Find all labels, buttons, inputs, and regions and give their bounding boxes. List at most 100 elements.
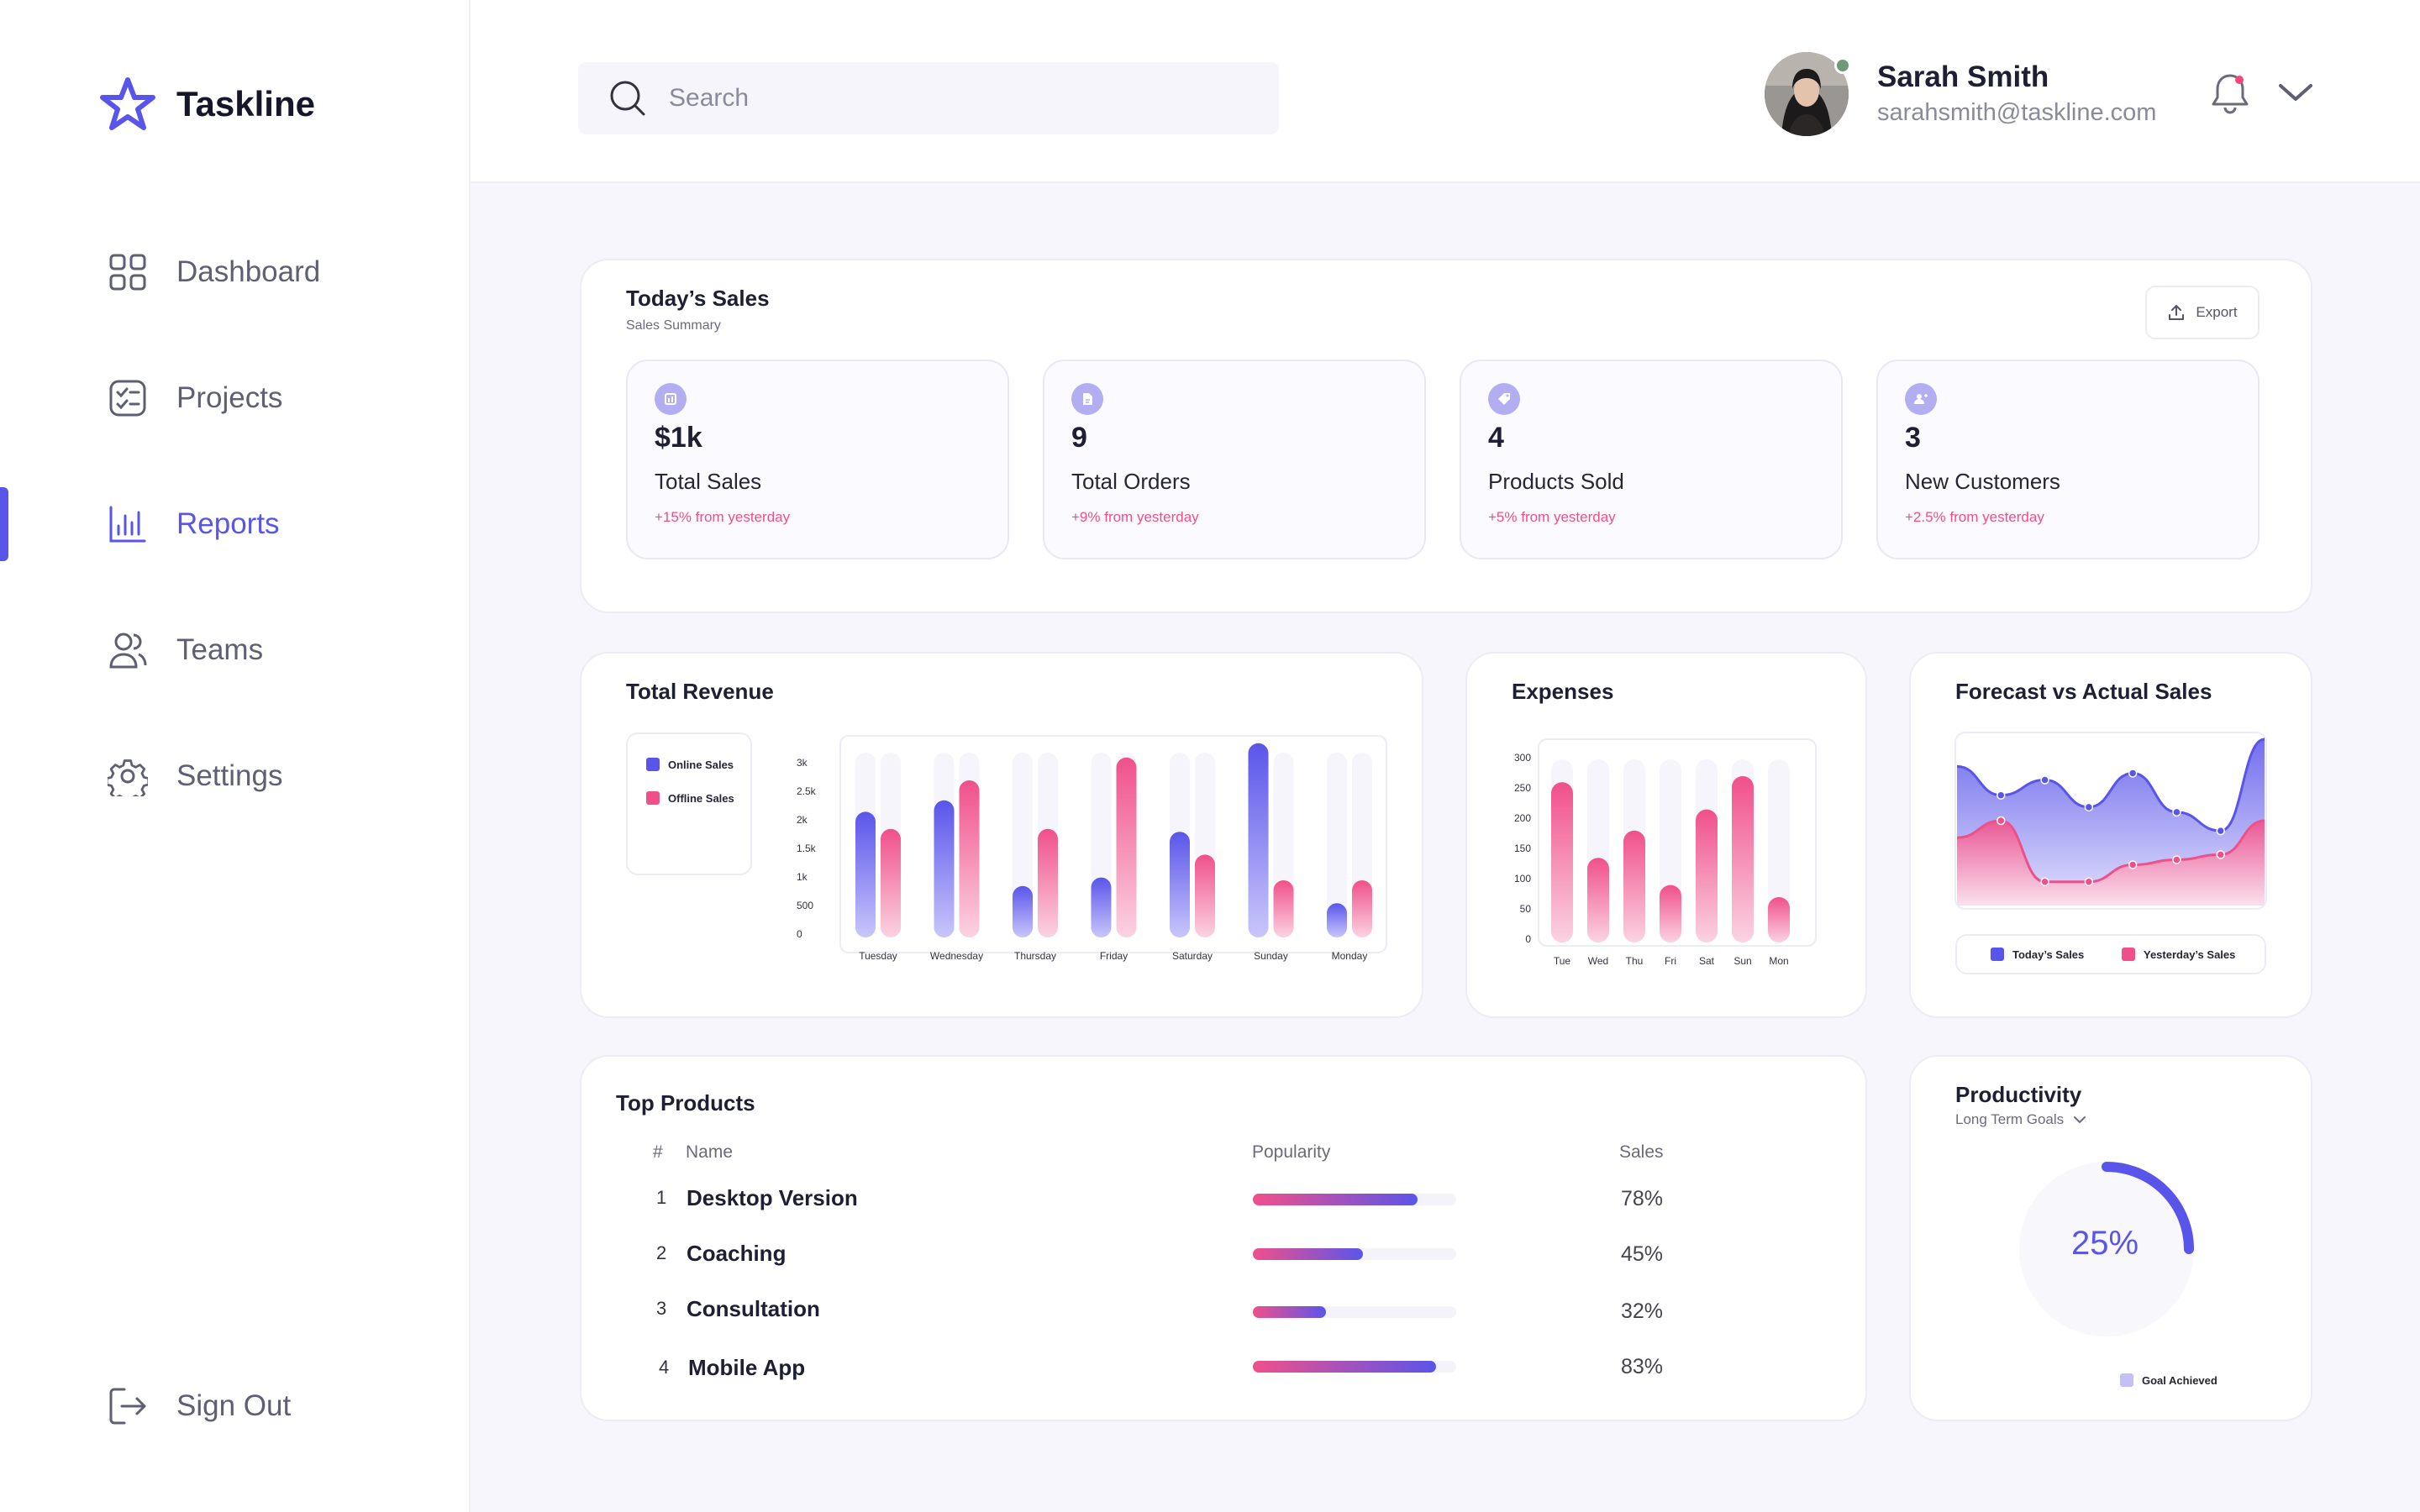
plot-frame	[839, 735, 1387, 953]
forecast-legend: Today’s Sales Yesterday’s Sales	[1955, 934, 2266, 974]
sidebar-item-reports[interactable]: Reports	[108, 504, 280, 544]
add-user-icon	[1905, 383, 1937, 415]
app-name: Taskline	[176, 84, 315, 123]
bell-icon[interactable]	[2210, 72, 2250, 116]
x-tick-label: Tuesday	[859, 950, 897, 962]
product-name: Coaching	[687, 1241, 786, 1266]
stat-change: +5% from yesterday	[1488, 509, 1616, 525]
y-tick-label: 1.5k	[797, 843, 817, 854]
stat-card-total-sales[interactable]: $1k Total Sales +15% from yesterday	[626, 360, 1009, 559]
data-point	[2172, 855, 2181, 864]
search-bar[interactable]	[578, 62, 1279, 134]
stat-card-new-customers[interactable]: 3 New Customers +2.5% from yesterday	[1876, 360, 2260, 559]
y-tick-label: 50	[1520, 903, 1532, 915]
productivity-value: 25%	[2070, 1225, 2139, 1262]
chart-icon	[655, 383, 687, 415]
data-point	[1996, 816, 2006, 826]
product-name: Consultation	[687, 1296, 820, 1321]
bar-online	[934, 800, 955, 937]
data-point	[2084, 877, 2094, 886]
sidebar-item-dashboard[interactable]: Dashboard	[108, 252, 320, 292]
total-revenue-chart: 3k 2.5k 2k 1.5k 1k 500 0 Tuesday Wednesday Thursd…	[797, 735, 1387, 962]
x-tick-label: Sat	[1699, 955, 1715, 967]
stat-card-total-orders[interactable]: 9 Total Orders +9% from yesterday	[1043, 360, 1426, 559]
goals-dropdown[interactable]: Long Term Goals	[1955, 1111, 2087, 1128]
bar-track	[1768, 759, 1790, 942]
bar-offline	[1195, 854, 1215, 937]
stat-label: Total Orders	[1071, 469, 1191, 494]
forecast-title: Forecast vs Actual Sales	[1955, 679, 2212, 704]
sales-percent: 83%	[1621, 1355, 1664, 1378]
data-point	[2216, 850, 2225, 859]
sidebar-item-settings[interactable]: Settings	[108, 756, 282, 796]
popularity-fill	[1253, 1194, 1418, 1205]
stat-label: New Customers	[1905, 469, 2060, 494]
upload-icon	[2169, 305, 2185, 320]
sales-percent: 78%	[1621, 1187, 1664, 1210]
sidebar-item-projects[interactable]: Projects	[108, 378, 282, 418]
top-bar: Sarah Smith sarahsmith@taskline.com	[471, 0, 2420, 183]
sign-out-button[interactable]: Sign Out	[108, 1386, 291, 1426]
column-header-popularity: Popularity	[1252, 1142, 1331, 1162]
bar-expense	[1623, 830, 1645, 942]
bar-offline	[881, 828, 901, 937]
bar-expense	[1551, 782, 1573, 942]
stat-value: 4	[1488, 422, 1504, 454]
bar-expense	[1732, 776, 1754, 942]
data-point	[2040, 775, 2049, 785]
export-button[interactable]: Export	[2145, 286, 2260, 339]
gear-icon	[108, 759, 148, 796]
notification-badge	[2235, 76, 2244, 84]
y-tick-label: 100	[1514, 873, 1531, 885]
stat-value: 9	[1071, 422, 1087, 454]
chevron-down-icon[interactable]	[2275, 77, 2316, 106]
user-name: Sarah Smith	[1877, 60, 2049, 93]
legend-item-todays-sales: Today’s Sales	[1991, 948, 2084, 961]
top-products-card	[580, 1055, 1867, 1421]
data-point	[2216, 826, 2225, 836]
y-tick-label: 0	[797, 928, 802, 940]
popularity-bar	[1253, 1306, 1456, 1318]
area-yesterdays-sales	[1957, 821, 2265, 906]
users-icon	[109, 633, 147, 669]
sales-percent: 32%	[1621, 1299, 1664, 1323]
bar-online	[1091, 877, 1112, 937]
x-tick-label: Fri	[1665, 955, 1676, 967]
stat-card-products-sold[interactable]: 4 Products Sold +5% from yesterday	[1460, 360, 1843, 559]
forecast-chart	[1954, 732, 2267, 910]
total-revenue-title: Total Revenue	[626, 679, 774, 704]
data-point	[2084, 802, 2094, 812]
y-tick-label: 1k	[797, 871, 808, 883]
stat-change: +9% from yesterday	[1071, 509, 1199, 525]
sidebar-item-label: Projects	[176, 381, 283, 414]
y-tick-label: 3k	[797, 757, 808, 769]
bar-offline	[1116, 757, 1137, 937]
y-tick-label: 2k	[797, 814, 808, 826]
x-tick-label: Friday	[1100, 950, 1128, 962]
todays-sales-subtitle: Sales Summary	[626, 318, 721, 333]
x-tick-label: Thursday	[1014, 950, 1056, 962]
search-input[interactable]	[669, 84, 1173, 113]
bar-expense	[1660, 885, 1681, 942]
bar-expense	[1587, 858, 1609, 942]
bar-online	[855, 811, 876, 937]
gauge-background	[2019, 1162, 2194, 1336]
sidebar-item-teams[interactable]: Teams	[108, 630, 263, 670]
checklist-icon	[109, 380, 146, 417]
x-tick-label: Wednesday	[930, 950, 983, 962]
y-tick-label: 2.5k	[797, 785, 817, 797]
data-point	[1996, 790, 2006, 800]
y-tick-label: 0	[1525, 933, 1531, 945]
avatar[interactable]	[1765, 52, 1849, 136]
bar-expense	[1768, 897, 1790, 942]
app-logo[interactable]: Taskline	[99, 76, 315, 133]
y-tick-label: 200	[1514, 812, 1531, 824]
stat-label: Products Sold	[1488, 469, 1624, 494]
user-email: sarahsmith@taskline.com	[1877, 99, 2157, 126]
bar-online	[1248, 743, 1269, 937]
online-status-indicator	[1834, 57, 1851, 74]
sign-out-icon	[109, 1388, 146, 1425]
bar-offline	[1038, 828, 1058, 937]
bar-online	[1013, 885, 1033, 937]
x-tick-label: Sunday	[1254, 950, 1288, 962]
